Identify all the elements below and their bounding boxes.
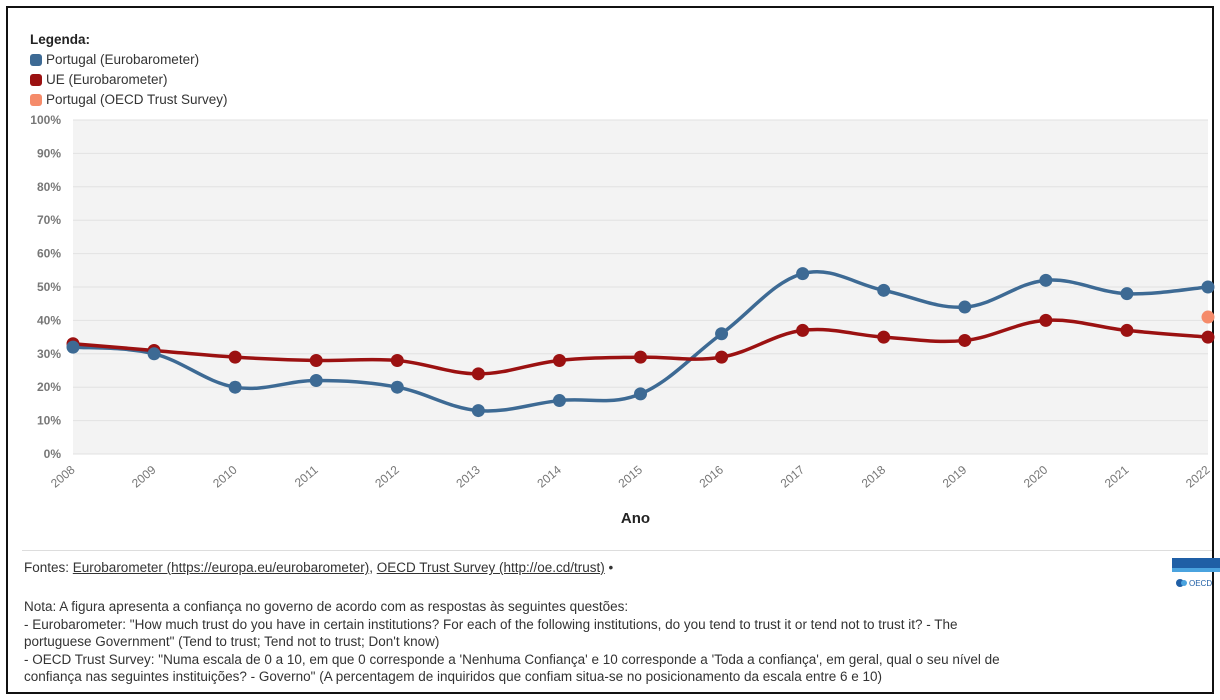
data-point	[715, 327, 729, 341]
data-point	[66, 340, 80, 354]
data-point	[958, 300, 972, 314]
data-point	[228, 380, 242, 394]
x-tick-label: 2009	[129, 462, 159, 490]
data-point	[147, 347, 161, 361]
data-point	[552, 394, 566, 408]
x-tick-label: 2015	[616, 462, 646, 490]
x-tick-label: 2022	[1183, 462, 1213, 490]
data-point	[877, 283, 891, 297]
sources-line: Fontes: Eurobarometer (https://europa.eu…	[24, 560, 613, 575]
x-tick-label: 2021	[1102, 462, 1132, 490]
legend-swatch	[30, 54, 42, 66]
data-point	[552, 353, 566, 367]
y-tick-label: 100%	[30, 113, 61, 127]
data-point	[228, 350, 242, 364]
x-tick-label: 2016	[697, 462, 727, 490]
data-point	[309, 374, 323, 388]
y-tick-label: 0%	[44, 447, 62, 461]
x-tick-label: 2014	[534, 462, 564, 490]
legend-item-portugal-eurobarometer[interactable]: Portugal (Eurobarometer)	[30, 50, 228, 70]
x-tick-label: 2017	[778, 462, 808, 490]
legend-swatch	[30, 94, 42, 106]
x-tick-label: 2010	[210, 462, 240, 490]
data-point	[796, 267, 810, 281]
data-point	[796, 323, 810, 337]
note-line: confiança nas seguintes instituições? - …	[24, 669, 883, 684]
x-tick-label: 2011	[292, 462, 321, 490]
legend: Legenda: Portugal (Eurobarometer) UE (Eu…	[30, 30, 228, 110]
y-tick-label: 80%	[37, 180, 61, 194]
data-point	[1120, 287, 1134, 301]
x-axis-label: Ano	[621, 510, 650, 527]
data-point	[390, 353, 404, 367]
y-tick-label: 50%	[37, 280, 61, 294]
data-point	[634, 387, 647, 401]
x-tick-label: 2013	[453, 462, 483, 490]
data-point	[1039, 273, 1053, 287]
footer-divider	[22, 550, 1212, 551]
note-block: Nota: A figura apresenta a confiança no …	[24, 598, 1144, 686]
legend-label: Portugal (Eurobarometer)	[46, 52, 200, 67]
data-point	[1201, 310, 1215, 324]
data-point	[1039, 313, 1053, 327]
legend-label: UE (Eurobarometer)	[46, 72, 168, 87]
x-tick-label: 2008	[48, 462, 78, 490]
logo-text: OECD	[1189, 579, 1212, 588]
legend-swatch	[30, 74, 42, 86]
x-tick-label: 2012	[372, 462, 402, 490]
oecd-logo: OECD	[1172, 558, 1220, 588]
data-point	[877, 330, 891, 344]
data-point	[309, 353, 323, 367]
data-point	[1120, 323, 1134, 337]
y-tick-label: 60%	[37, 247, 61, 261]
data-point	[715, 350, 729, 364]
data-point	[1201, 280, 1215, 294]
legend-item-ue-eurobarometer[interactable]: UE (Eurobarometer)	[30, 70, 228, 90]
x-tick-label: 2018	[859, 462, 889, 490]
y-tick-label: 10%	[37, 414, 61, 428]
legend-title: Legenda:	[30, 32, 91, 47]
line-chart: 0% 10% 20% 30% 40% 50% 60% 70% 80% 90% 100% 2008 200…	[30, 113, 1215, 527]
y-tick-label: 20%	[37, 380, 61, 394]
note-line: - Eurobarometer: "How much trust do you …	[24, 616, 958, 632]
data-point	[1201, 330, 1215, 344]
y-tick-label: 40%	[37, 313, 61, 327]
y-tick-label: 70%	[37, 213, 61, 227]
note-line: Nota: A figura apresenta a confiança no …	[24, 599, 629, 614]
data-point	[634, 350, 647, 364]
sources-prefix: Fontes:	[24, 560, 73, 575]
sources-separator: ,	[369, 560, 377, 575]
data-point	[958, 333, 972, 347]
sources-bullet: •	[604, 560, 614, 575]
y-tick-label: 90%	[37, 146, 61, 160]
data-point	[390, 380, 404, 394]
note-line: portuguese Government" (Tend to trust; T…	[24, 634, 440, 649]
eurobarometer-link[interactable]: Eurobarometer (https://europa.eu/eurobar…	[72, 560, 370, 575]
note-line: - OECD Trust Survey: "Numa escala de 0 a…	[24, 651, 1000, 667]
oecd-trust-link[interactable]: OECD Trust Survey (http://oe.cd/trust)	[376, 560, 605, 575]
data-point	[471, 367, 485, 381]
legend-label: Portugal (OECD Trust Survey)	[46, 92, 228, 107]
data-point	[471, 404, 485, 418]
x-tick-label: 2019	[940, 462, 970, 490]
y-tick-label: 30%	[37, 347, 61, 361]
x-tick-label: 2020	[1021, 462, 1051, 490]
legend-item-portugal-oecd[interactable]: Portugal (OECD Trust Survey)	[30, 90, 228, 110]
